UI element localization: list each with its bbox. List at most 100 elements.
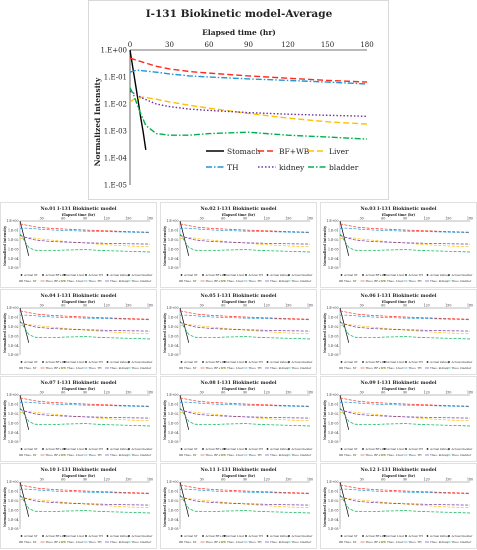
panel-frame: [160, 202, 317, 288]
panel-legend-label: Theo. bladder: [292, 279, 312, 283]
panel-legend-label: Actual kidney: [269, 447, 290, 451]
panel-legend-label: Theo. ST: [184, 366, 197, 370]
panel-series-line: [339, 220, 350, 256]
panel-frame: [160, 289, 317, 375]
panel-legend-label: Theo. kidney: [270, 453, 289, 457]
panel-x-tick-label: 180: [467, 391, 473, 395]
panel-legend-label: Theo. BF+WB: [366, 366, 386, 370]
panel-y-tick-label: 1.E-03: [8, 421, 19, 425]
panel-legend-marker: [245, 535, 247, 537]
panel-title: No.02 I-131 Biokinetic model: [201, 206, 277, 212]
panel-x-tick-label: 30: [40, 304, 44, 308]
panel-legend-label: Actual bladder: [131, 447, 154, 451]
panel-legend-marker: [288, 361, 290, 363]
panel-legend-label: Actual TH: [248, 273, 264, 277]
panel-x-tick-label: 150: [445, 478, 451, 482]
panel-y-tick-label: 1.E-03: [168, 421, 179, 425]
panel-x-tick-label: 120: [104, 391, 110, 395]
legend: Stomach BF+WB Liver TH kidney bladder: [206, 147, 359, 172]
panel-series-line: [179, 307, 190, 343]
y-axis-label: Normalized Intensity: [93, 77, 102, 166]
panel-x-axis-label: Elapsed time (hr): [62, 213, 96, 217]
panel-y-axis-label: Normalized Intensity: [323, 312, 327, 353]
panel-y-tick-label: 1.E-03: [8, 247, 19, 251]
panel-legend-label: Theo. TH: [249, 366, 263, 370]
panel-legend-label: Actual kidney: [429, 447, 450, 451]
panel-legend-marker: [202, 535, 204, 537]
panel-legend-marker: [426, 448, 429, 450]
panel-series-line: [179, 234, 311, 245]
series-line-liver: [129, 96, 368, 125]
panel-series-line: [19, 321, 151, 332]
panel-x-tick-label: 30: [200, 217, 204, 221]
panel-legend-label: Actual Liver: [66, 534, 85, 538]
panel-y-tick-label: 1.E+00: [166, 306, 178, 310]
panel-legend-label: Theo. Liver: [67, 540, 84, 544]
panel-x-tick-label: 60: [381, 304, 385, 308]
panel-frame: [0, 202, 157, 288]
panel-series-line: [179, 220, 190, 256]
panel-x-tick-label: 30: [200, 478, 204, 482]
panel-legend-label: Actual ST: [23, 447, 38, 451]
panel-y-tick-label: 1.E-02: [8, 238, 19, 242]
panel-title: No.08 I-131 Biokinetic model: [201, 380, 277, 386]
panel-legend-marker: [340, 535, 343, 537]
x-tick-label: 90: [244, 41, 253, 49]
panel-y-tick-label: 1.E-03: [328, 334, 339, 338]
panel-legend-label: Theo. Liver: [67, 279, 84, 283]
panel-legend-label: Actual ST: [343, 534, 358, 538]
panel-legend-marker: [288, 274, 290, 276]
panel-x-tick-label: 180: [147, 304, 153, 308]
panel-x-tick-label: 90: [243, 304, 247, 308]
panel-title: No.07 I-131 Biokinetic model: [41, 380, 117, 386]
panel-y-tick-label: 1.E-04: [328, 257, 339, 261]
panel-y-tick-label: 1.E+00: [326, 306, 338, 310]
panel-x-axis-label: Elapsed time (hr): [62, 474, 96, 478]
panel-legend-label: Actual bladder: [131, 534, 154, 538]
panel-legend-marker: [20, 448, 23, 450]
panel-legend-marker: [288, 448, 290, 450]
panel-x-tick-label: 150: [285, 391, 291, 395]
panel-series-line: [19, 310, 151, 320]
panel-legend-label: Theo. kidney: [110, 540, 129, 544]
y-tick-label: 1.E-03: [104, 128, 127, 136]
panel-series-line: [179, 408, 311, 419]
panel-frame: [320, 289, 477, 375]
panel-legend-label: Actual bladder: [131, 273, 154, 277]
panel-series-line: [19, 234, 151, 245]
panel-legend-marker: [288, 535, 290, 537]
panel-legend-label: Actual bladder: [131, 360, 154, 364]
panel-legend-marker: [128, 448, 130, 450]
panel-y-tick-label: 1.E-04: [168, 257, 179, 261]
panel-legend-label: Theo. Liver: [387, 540, 404, 544]
x-tick-label: 150: [321, 41, 334, 49]
panel-x-axis-label: Elapsed time (hr): [62, 387, 96, 391]
panel-y-tick-label: 1.E-02: [168, 499, 179, 503]
panel-y-tick-label: 1.E-04: [328, 344, 339, 348]
panel-legend-marker: [405, 274, 407, 276]
panel-series-line: [339, 401, 471, 408]
panel-legend-label: Theo. ST: [344, 366, 357, 370]
panel-y-tick-label: 1.E-02: [328, 325, 339, 329]
panel-x-tick-label: 180: [467, 478, 473, 482]
panel-x-tick-label: 60: [381, 478, 385, 482]
panel-x-tick-label: 60: [61, 478, 65, 482]
panel-y-axis-label: Normalized Intensity: [323, 225, 327, 266]
panel-x-tick-label: 150: [125, 391, 131, 395]
panel-legend-marker: [362, 448, 364, 450]
panel-legend-marker: [223, 274, 226, 276]
panel-series-line: [19, 495, 151, 506]
panel-legend-label: Actual ST: [23, 273, 38, 277]
panel-x-axis-label: Elapsed time (hr): [382, 213, 416, 217]
panel-series-line: [179, 314, 311, 321]
panel-legend-marker: [128, 535, 130, 537]
panel-legend-label: Actual Liver: [66, 273, 85, 277]
panel-legend-label: Actual TH: [408, 534, 424, 538]
panel-x-tick-label: 150: [445, 391, 451, 395]
panel-legend-marker: [85, 274, 87, 276]
panel-title: No.05 I-131 Biokinetic model: [201, 293, 277, 299]
panel-legend-label: Actual ST: [183, 360, 198, 364]
panel-y-tick-label: 1.E-03: [168, 247, 179, 251]
panel-legend-label: Actual bladder: [451, 360, 474, 364]
